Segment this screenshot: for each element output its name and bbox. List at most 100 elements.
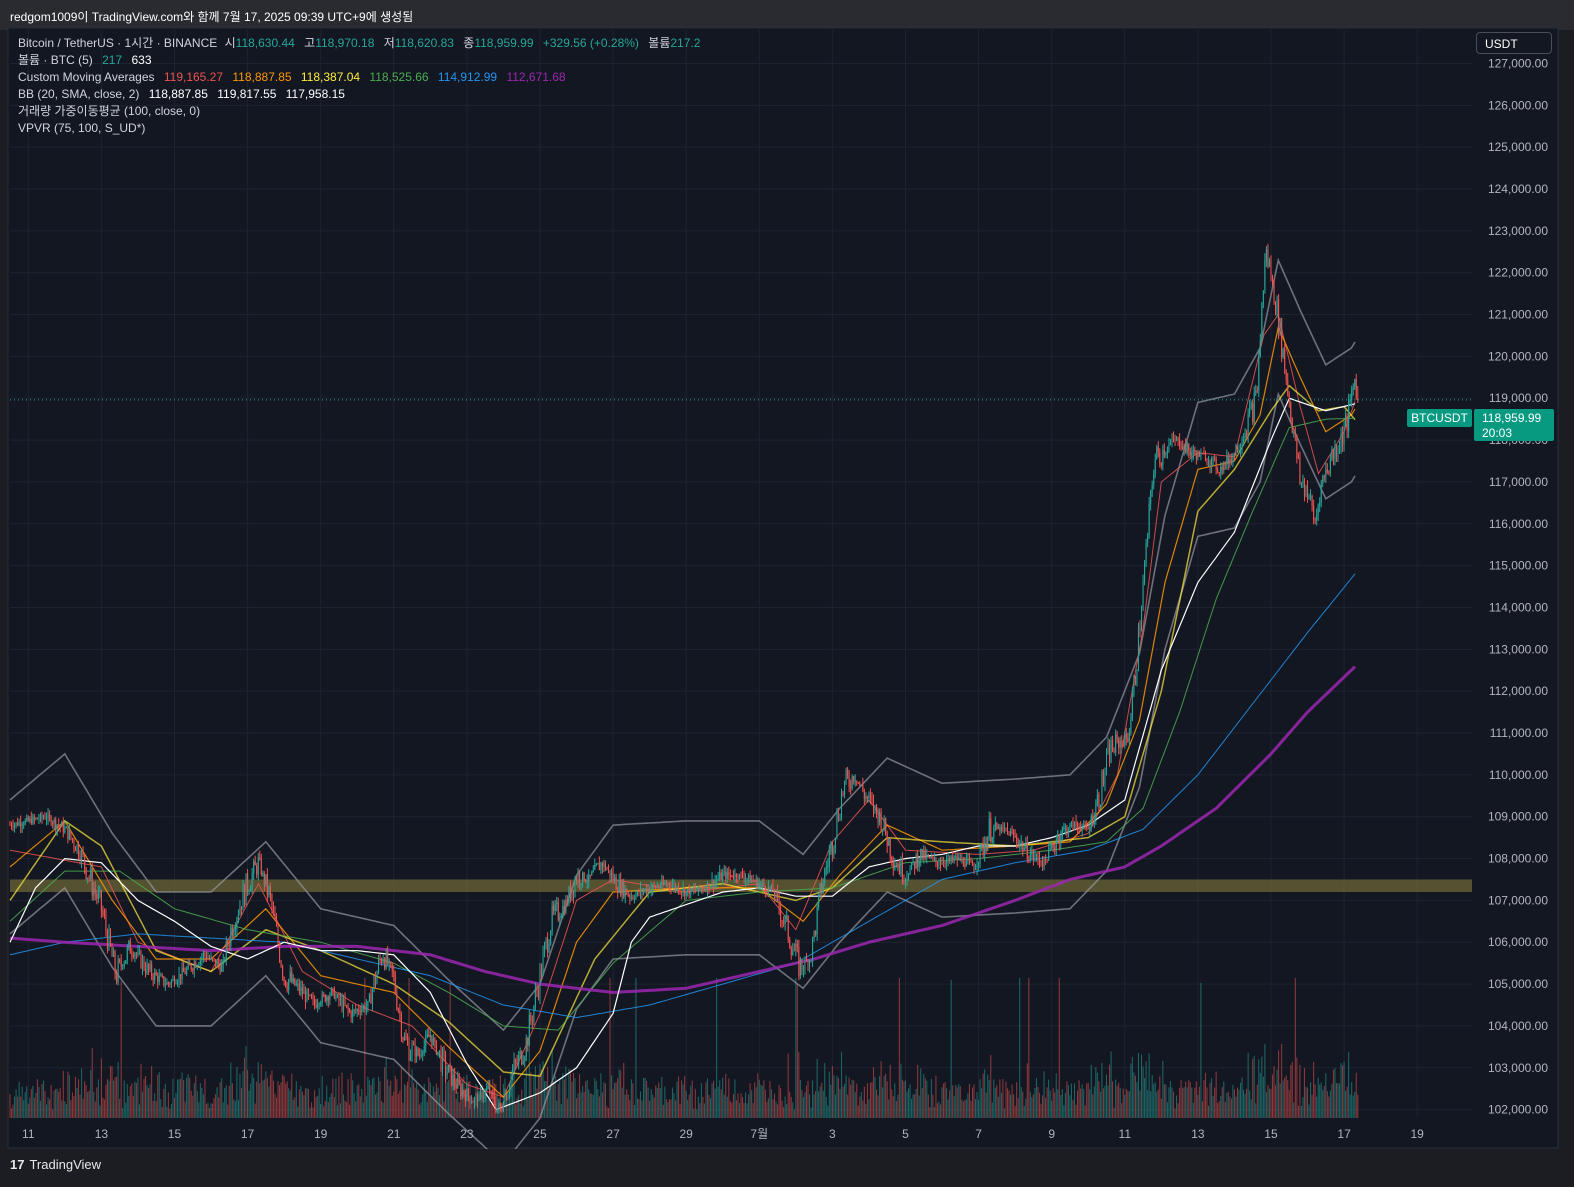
volume-bar [746,1103,748,1118]
legend-symbol[interactable]: Bitcoin / TetherUS · 1시간 · BINANCE [18,36,218,50]
volume-bar [1115,1079,1117,1118]
volume-bar [1035,1078,1037,1118]
volume-bar [300,1085,302,1118]
volume-bar [432,1086,434,1118]
currency-selector[interactable]: USDT [1476,32,1552,54]
vwma-title[interactable]: 거래량 가중이동평균 (100, close, 0) [18,104,201,118]
candle-body [1160,462,1162,466]
candle-body [253,861,255,874]
candle-body [1098,794,1100,809]
candle-body [554,903,556,911]
volume-bar [571,1081,573,1118]
candle-body [236,918,238,930]
candle-body [390,961,392,963]
candle-body [1270,260,1272,276]
bb-value-3: 117,958.15 [285,87,345,101]
candle-body [1288,394,1290,402]
candle-body [1221,466,1223,471]
volume-bar [959,1086,961,1118]
volume-bar [480,1088,482,1118]
candle-body [944,863,946,865]
candle-body [1328,472,1330,474]
candle-body [681,892,683,894]
volume-bar [1243,1089,1245,1118]
volume-bar [1160,1098,1162,1118]
candle-body [781,920,783,922]
candle-body [341,998,343,1011]
volume-bar [291,1073,293,1118]
volume-bar [1104,1085,1106,1118]
candle-body [516,1061,518,1065]
volume-bar [802,1097,804,1118]
volume-bar [731,1102,733,1118]
candle-body [1051,844,1053,849]
candle-body [70,830,72,839]
volume-title[interactable]: 볼륨 · BTC (5) [18,53,93,67]
volume-bar [1227,1091,1229,1118]
volume-bar [609,978,611,1118]
volume-bar [140,1063,142,1118]
volume-bar [1144,1078,1146,1118]
candle-body [36,818,38,820]
candle-body [550,931,552,944]
volume-bar [837,1078,839,1118]
volume-bar [583,1092,585,1118]
volume-bar [1011,1084,1013,1118]
price-chart[interactable]: 102,000.00103,000.00104,000.00105,000.00… [0,0,1574,1149]
candle-body [12,826,14,828]
volume-bar [1215,1071,1217,1118]
volume-bar [699,1103,701,1118]
candle-body [802,969,804,971]
candle-body [1179,439,1181,446]
candle-body [1226,456,1228,465]
candle-body [260,858,262,874]
volume-bar [84,1081,86,1118]
candle-body [192,969,194,971]
candle-body [984,843,986,855]
candle-body [876,804,878,812]
volume-bar [113,1080,115,1118]
candle-body [339,998,342,1001]
legend-low-label: 저 [383,36,395,50]
x-tick-label: 17 [241,1127,255,1141]
volume-bar [160,1099,162,1118]
candle-body [417,1048,419,1055]
candle-body [673,885,675,887]
volume-bar [516,1097,518,1118]
candle-body [815,930,817,935]
tradingview-logo[interactable]: 17 TradingView [10,1157,101,1172]
volume-bar [513,1067,515,1118]
candle-body [1014,835,1016,837]
candle-body [1083,824,1085,828]
candle-body [914,861,916,869]
volume-bar [396,1079,398,1118]
volume-bar [641,1100,643,1118]
candle-body [224,959,226,961]
candle-body [117,959,119,983]
bb-title[interactable]: BB (20, SMA, close, 2) [18,87,140,101]
volume-bar [157,1074,159,1118]
cma-title[interactable]: Custom Moving Averages [18,70,155,84]
volume-bar [1131,1056,1133,1118]
volume-bar [1267,1085,1269,1118]
candle-body [254,861,256,866]
candle-body [764,886,766,892]
volume-bar [958,1084,960,1118]
candle-body [1031,851,1033,855]
candle-body [542,952,544,976]
volume-bar [231,1083,233,1118]
volume-bar [1316,1096,1318,1118]
candle-body [1183,444,1185,449]
y-tick-label: 125,000.00 [1488,140,1548,154]
candle-body [810,960,812,962]
candle-body [411,1043,413,1055]
volume-bar [1049,1090,1051,1118]
candle-body [266,874,268,896]
y-tick-label: 114,000.00 [1489,600,1548,614]
volume-bar [370,1085,372,1118]
candle-body [428,1034,430,1038]
vpvr-title[interactable]: VPVR (75, 100, S_UD*) [18,121,146,135]
candle-body [524,1057,526,1062]
volume-bar [131,1083,133,1118]
volume-bar [1340,1062,1342,1118]
